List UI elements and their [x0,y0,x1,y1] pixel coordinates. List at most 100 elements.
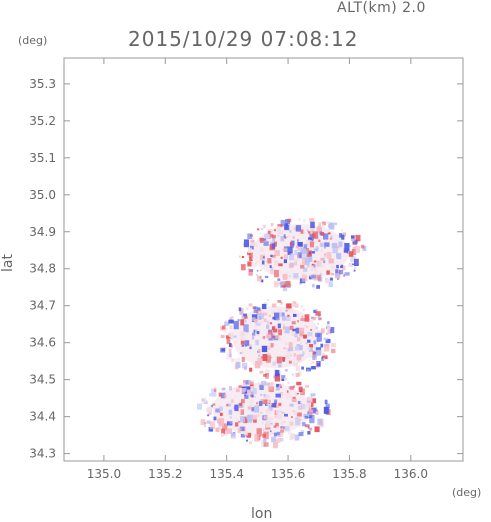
echo-cell [276,318,279,322]
echo-cell [298,416,300,419]
echo-cell [336,264,339,269]
echo-cell [322,355,328,360]
echo-cell [214,388,217,392]
echo-cell [307,396,313,401]
echo-cell [337,277,340,280]
echo-cell [330,235,333,239]
echo-cell [263,442,269,447]
echo-cell [279,371,282,373]
echo-cell [304,385,309,388]
echo-cell [270,254,273,257]
echo-cell [273,432,278,437]
echo-cell [324,399,328,404]
echo-cell [248,247,252,253]
echo-cell [283,254,288,260]
echo-cell [269,265,272,268]
echo-cell [288,342,293,348]
echo-cell [348,251,354,257]
echo-cell [253,419,257,423]
echo-cell [244,320,247,323]
echo-cell [277,438,281,443]
echo-cell [280,301,283,305]
echo-cell [276,383,282,388]
echo-cell [295,365,300,372]
echo-cell [316,226,323,234]
echo-cell [298,432,304,437]
echo-cell [265,421,271,428]
echo-cell [300,403,306,410]
echo-cell [231,358,234,363]
echo-cell [228,348,232,354]
echo-cell [317,330,320,334]
echo-cell [299,345,303,351]
echo-cell [289,360,292,364]
echo-cell [243,431,249,436]
echo-cell [296,344,301,347]
echo-cell [319,242,324,247]
echo-cell [258,349,261,353]
echo-cell [248,303,253,307]
echo-cell [240,311,244,315]
echo-cell [290,284,293,286]
echo-cell [287,382,290,384]
echo-cell [257,228,260,231]
echo-cell [271,403,277,408]
echo-cell [241,362,248,369]
echo-cell [296,381,302,386]
echo-cell [293,410,298,416]
echo-cell [241,390,245,393]
echo-cell [311,238,314,241]
echo-cell [291,304,295,307]
echo-cell [362,245,367,251]
echo-cell [325,240,328,242]
echo-cell [296,314,300,317]
y-tick-label: 35.3 [29,77,56,91]
echo-cell [269,430,272,432]
echo-cell [244,395,249,399]
echo-cell [325,332,328,335]
echo-cell [309,344,313,348]
echo-cell [297,360,301,363]
echo-cell [263,374,267,377]
echo-cell [228,343,232,347]
echo-cell [295,417,301,426]
echo-cell [287,246,293,254]
echo-cell [222,423,228,432]
echo-cell [294,434,300,441]
echo-cell [258,313,264,319]
echo-cell [229,325,233,330]
echo-cell [241,256,245,258]
echo-cell [321,356,324,362]
echo-cell [297,405,303,410]
echo-cell [247,233,252,239]
echo-cell [317,323,320,325]
echo-cell [235,422,239,427]
echo-cell [256,402,258,405]
echo-cell [258,401,263,406]
y-tick-label: 34.9 [29,225,56,239]
echo-cell [236,361,241,368]
echo-cell [338,241,343,248]
echo-cell [219,412,223,416]
echo-cell [281,412,285,414]
echo-cell [233,320,239,330]
echo-cell [336,240,339,244]
echo-cell [351,249,357,255]
echo-cell [277,323,281,329]
echo-cell [249,399,254,406]
echo-cell [251,395,254,398]
echo-cell [204,424,206,428]
echo-cell [323,357,325,360]
echo-cell [304,415,308,419]
echo-cell [302,219,306,222]
echo-cell [293,313,297,317]
echo-cell [323,406,329,414]
echo-cell [306,402,311,409]
echo-cell [279,410,282,412]
echo-cell [258,354,261,357]
echo-cell [318,239,321,242]
echo-cell [283,347,287,350]
echo-cell [288,386,290,389]
echo-cell [319,272,322,277]
echo-cell [261,380,267,386]
